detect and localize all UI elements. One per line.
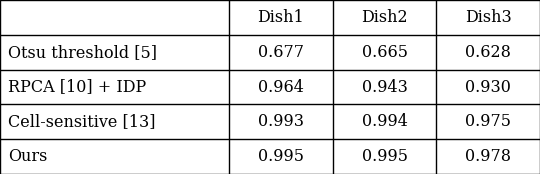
- Text: 0.994: 0.994: [362, 113, 408, 130]
- Text: 0.978: 0.978: [465, 148, 511, 165]
- Text: 0.995: 0.995: [258, 148, 304, 165]
- Text: 0.995: 0.995: [362, 148, 408, 165]
- Text: Dish2: Dish2: [361, 9, 408, 26]
- Text: 0.975: 0.975: [465, 113, 511, 130]
- Text: RPCA [10] + IDP: RPCA [10] + IDP: [8, 78, 146, 96]
- Text: Otsu threshold [5]: Otsu threshold [5]: [8, 44, 157, 61]
- Text: 0.628: 0.628: [465, 44, 511, 61]
- Text: Dish1: Dish1: [258, 9, 304, 26]
- Text: 0.677: 0.677: [258, 44, 304, 61]
- Text: 0.930: 0.930: [465, 78, 511, 96]
- Text: Cell-sensitive [13]: Cell-sensitive [13]: [8, 113, 156, 130]
- Text: 0.964: 0.964: [258, 78, 304, 96]
- Text: 0.665: 0.665: [362, 44, 408, 61]
- Text: Dish3: Dish3: [465, 9, 511, 26]
- Text: 0.993: 0.993: [258, 113, 304, 130]
- Text: 0.943: 0.943: [362, 78, 408, 96]
- Text: Ours: Ours: [8, 148, 48, 165]
